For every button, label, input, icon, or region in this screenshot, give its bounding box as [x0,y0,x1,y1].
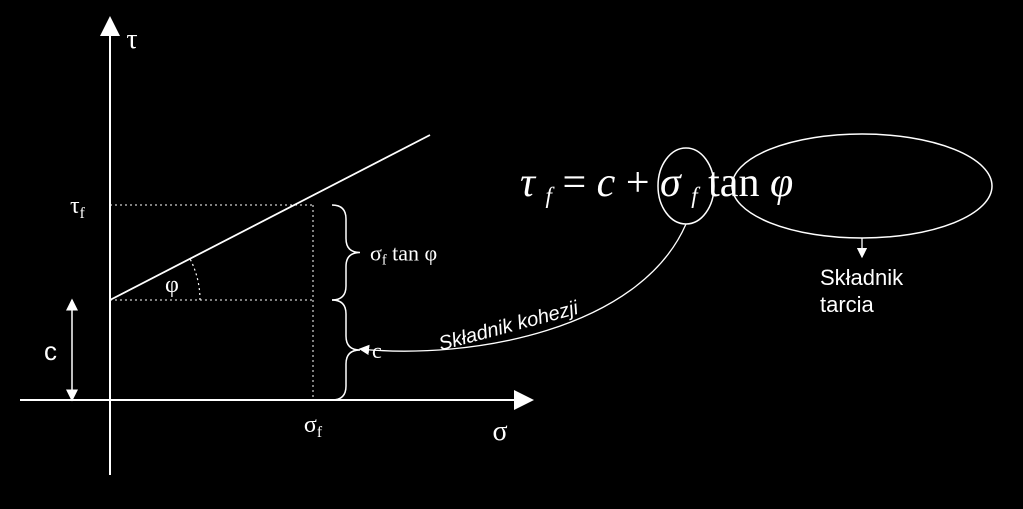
y-axis-label: τ [126,24,137,55]
background [0,0,1023,509]
sigmaf-tanphi-annotation: σf tan φ [370,241,437,269]
tarcia-label-line1: Składnik [820,265,904,290]
phi-label: φ [165,272,179,298]
tarcia-label-line2: tarcia [820,292,875,317]
x-axis-label: σ [492,416,507,447]
equation: τ f = c + σ f tan φ [520,160,793,208]
c-left-label: c [44,336,57,366]
